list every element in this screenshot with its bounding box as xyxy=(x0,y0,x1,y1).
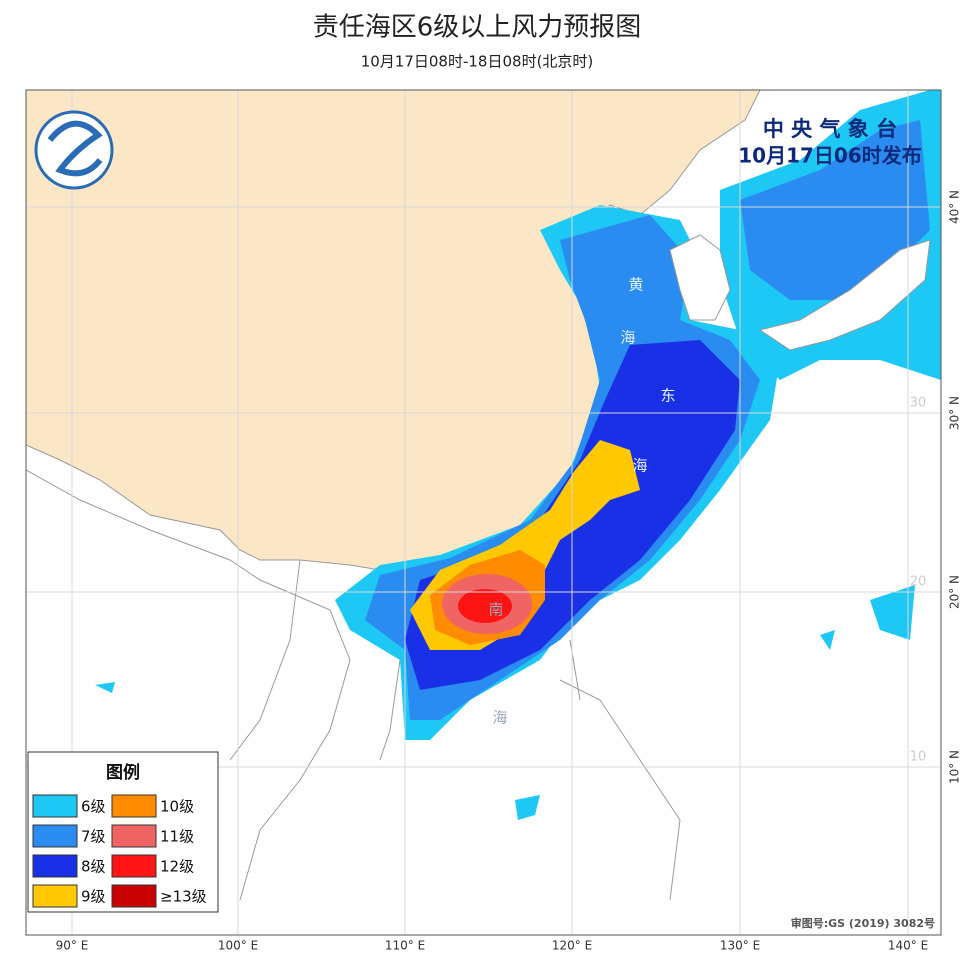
approval: 审图号:GS (2019) 3082号 xyxy=(791,916,935,930)
sea-label: 海 xyxy=(492,709,507,727)
inner-lat-label: 30 xyxy=(910,396,927,411)
map-area xyxy=(26,90,941,935)
issue-time: 10月17日06时发布 xyxy=(738,144,922,168)
lon-label: 130° E xyxy=(720,939,760,953)
legend-label: 10级 xyxy=(160,798,194,816)
inner-lat-label: 20 xyxy=(910,575,927,590)
lon-label: 140° E xyxy=(888,939,928,953)
legend-label: 8级 xyxy=(81,858,106,876)
legend-swatch xyxy=(32,884,78,908)
legend-swatch xyxy=(32,824,78,848)
sea-label: 海 xyxy=(632,457,647,475)
legend-title: 图例 xyxy=(106,762,140,783)
inner-lat-label: 10 xyxy=(910,750,927,765)
lat-label: 30° N xyxy=(948,396,962,430)
legend-label: 12级 xyxy=(160,858,194,876)
legend-swatch xyxy=(32,794,78,818)
lat-label: 40° N xyxy=(948,190,962,224)
lat-label: 20° N xyxy=(948,575,962,609)
agency-name: 中 央 气 象 台 xyxy=(763,117,897,141)
legend-label: ≥13级 xyxy=(160,888,207,906)
lon-label: 120° E xyxy=(552,939,592,953)
sea-label: 南 xyxy=(488,601,503,619)
legend-swatch xyxy=(111,884,157,908)
lat-label: 10° N xyxy=(948,750,962,784)
lon-label: 90° E xyxy=(56,939,89,953)
lon-label: 100° E xyxy=(218,939,258,953)
map-frame xyxy=(25,89,942,936)
sea-label: 海 xyxy=(620,329,635,347)
subtitle: 10月17日08时-18日08时(北京时) xyxy=(361,53,594,71)
legend-swatch xyxy=(111,854,157,878)
sea-label: 东 xyxy=(660,387,675,405)
legend-swatch xyxy=(111,794,157,818)
lon-label: 110° E xyxy=(385,939,425,953)
sea-label: 黄 xyxy=(628,276,643,294)
legend-label: 9级 xyxy=(81,888,106,906)
legend-label: 11级 xyxy=(160,828,194,846)
legend-label: 7级 xyxy=(81,828,106,846)
title: 责任海区6级以上风力预报图 xyxy=(313,13,642,43)
legend-swatch xyxy=(32,854,78,878)
legend-swatch xyxy=(111,824,157,848)
legend-label: 6级 xyxy=(81,798,106,816)
